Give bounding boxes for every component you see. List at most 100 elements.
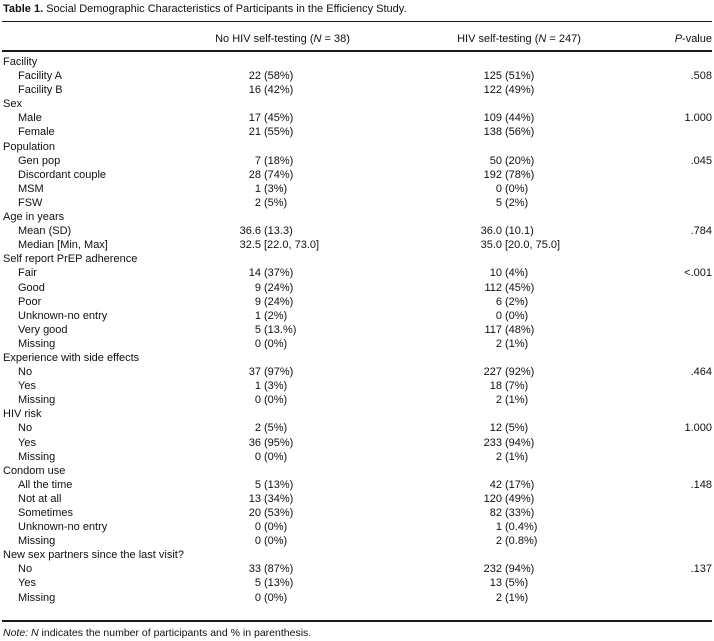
table-row: Very good 5 (13.%) 117 (48%) xyxy=(2,323,712,337)
p-value xyxy=(595,295,712,309)
p-value xyxy=(595,125,712,139)
no-self-testing-value: 14 (37%) xyxy=(248,267,294,280)
no-self-testing-value: 21 (55%) xyxy=(248,126,294,139)
no-self-testing-value: 0 (0%) xyxy=(254,535,288,548)
p-value xyxy=(595,323,712,337)
no-self-testing-value: 0 (0%) xyxy=(254,450,288,463)
self-testing-value xyxy=(365,55,595,69)
no-self-testing-value xyxy=(200,407,365,421)
p-value xyxy=(595,407,712,421)
table-title-text: Social Demographic Characteristics of Pa… xyxy=(46,3,407,15)
row-label: Yes xyxy=(18,577,36,590)
table-row: Discordant couple 28 (74%) 192 (78%) xyxy=(2,168,712,182)
self-testing-value xyxy=(365,548,595,562)
table-row: Experience with side effects xyxy=(2,351,712,365)
p-value xyxy=(595,281,712,295)
self-testing-value: 6 (2%) xyxy=(495,295,529,308)
p-value: .784 xyxy=(690,225,712,238)
p-value xyxy=(595,591,712,605)
no-self-testing-value: 28 (74%) xyxy=(248,168,294,181)
p-value xyxy=(595,450,712,464)
table-row: Age in years xyxy=(2,210,712,224)
row-label: Age in years xyxy=(3,211,65,224)
self-testing-value: 122 (49%) xyxy=(483,84,535,97)
p-value xyxy=(595,210,712,224)
table-row: Missing 0 (0%) 2 (1%) xyxy=(2,393,712,407)
row-label: FSW xyxy=(18,196,43,209)
p-value xyxy=(595,337,712,351)
table-row: Self report PrEP adherence xyxy=(2,252,712,266)
p-value xyxy=(595,351,712,365)
table-row: Unknown-no entry 0 (0%) 1 (0.4%) xyxy=(2,520,712,534)
row-label: New sex partners since the last visit? xyxy=(3,549,184,562)
self-testing-value xyxy=(365,140,595,154)
no-self-testing-value xyxy=(200,548,365,562)
header-p-value: P-value xyxy=(674,33,712,45)
note-text: indicates the number of participants and… xyxy=(38,626,312,639)
row-label: Facility B xyxy=(18,84,63,97)
table-number: Table 1. xyxy=(3,3,44,15)
no-self-testing-value: 0 (0%) xyxy=(254,394,288,407)
table-row: Missing 0 (0%) 2 (1%) xyxy=(2,450,712,464)
no-self-testing-value: 17 (45%) xyxy=(248,112,294,125)
self-testing-value: 36.0 (10.1) xyxy=(480,225,534,238)
table-row: Sex xyxy=(2,97,712,111)
table-row: No 33 (87%) 232 (94%) .137 xyxy=(2,562,712,576)
no-self-testing-value: 0 (0%) xyxy=(254,591,288,604)
row-label: Facility A xyxy=(18,70,63,83)
self-testing-value: 82 (33%) xyxy=(489,507,535,519)
no-self-testing-value: 9 (24%) xyxy=(254,281,294,294)
self-testing-value xyxy=(365,407,595,421)
p-value xyxy=(595,140,712,154)
p-value xyxy=(595,464,712,478)
table-title: Table 1. Social Demographic Characterist… xyxy=(2,3,712,17)
row-label: Median [Min, Max] xyxy=(18,239,108,252)
row-label: Not at all xyxy=(18,492,62,505)
row-label: Missing xyxy=(18,591,56,604)
self-testing-value: 2 (1%) xyxy=(495,337,529,350)
row-label: Facility xyxy=(3,56,38,68)
row-label: Fair xyxy=(18,267,37,280)
row-label: Discordant couple xyxy=(18,168,107,181)
p-value xyxy=(595,83,712,97)
no-self-testing-value xyxy=(200,351,365,365)
self-testing-value xyxy=(365,210,595,224)
p-value xyxy=(595,576,712,590)
table-row: Yes 1 (3%) 18 (7%) xyxy=(2,379,712,393)
row-label: All the time xyxy=(18,478,73,491)
no-self-testing-value: 2 (5%) xyxy=(254,422,288,435)
self-testing-value: 5 (2%) xyxy=(495,196,529,209)
row-label: Yes xyxy=(18,380,36,393)
table-row: Condom use xyxy=(2,464,712,478)
self-testing-value: 12 (5%) xyxy=(489,422,529,435)
self-testing-value: 0 (0%) xyxy=(495,309,529,322)
p-value xyxy=(595,238,712,252)
table-row: Missing 0 (0%) 2 (0.8%) xyxy=(2,534,712,548)
row-label: No xyxy=(18,366,33,379)
table-row: Yes 5 (13%) 13 (5%) xyxy=(2,576,712,590)
table-row: Mean (SD) 36.6 (13.3) 36.0 (10.1) .784 xyxy=(2,224,712,238)
row-label: Mean (SD) xyxy=(18,225,72,238)
no-self-testing-value xyxy=(200,464,365,478)
table-row: New sex partners since the last visit? xyxy=(2,548,712,562)
p-value xyxy=(595,548,712,562)
self-testing-value: 125 (51%) xyxy=(483,70,535,83)
p-value xyxy=(595,379,712,393)
self-testing-value xyxy=(365,97,595,111)
p-value xyxy=(595,182,712,196)
self-testing-value: 232 (94%) xyxy=(483,563,535,576)
self-testing-value: 50 (20%) xyxy=(489,154,535,167)
row-label: Condom use xyxy=(3,464,66,477)
p-value: 1.000 xyxy=(684,112,712,125)
self-testing-value: 2 (1%) xyxy=(495,450,529,463)
p-value: .148 xyxy=(690,478,712,491)
table-row: Sometimes 20 (53%) 82 (33%) xyxy=(2,506,712,520)
no-self-testing-value: 33 (87%) xyxy=(248,563,294,576)
header-no-self-testing: No HIV self-testing (N = 38) xyxy=(215,33,350,45)
row-label: Unknown-no entry xyxy=(18,521,108,534)
p-value: .464 xyxy=(690,366,712,379)
p-value: <.001 xyxy=(684,267,712,280)
self-testing-value: 109 (44%) xyxy=(483,112,535,125)
self-testing-value: 2 (0.8%) xyxy=(495,535,538,548)
no-self-testing-value xyxy=(200,55,365,69)
